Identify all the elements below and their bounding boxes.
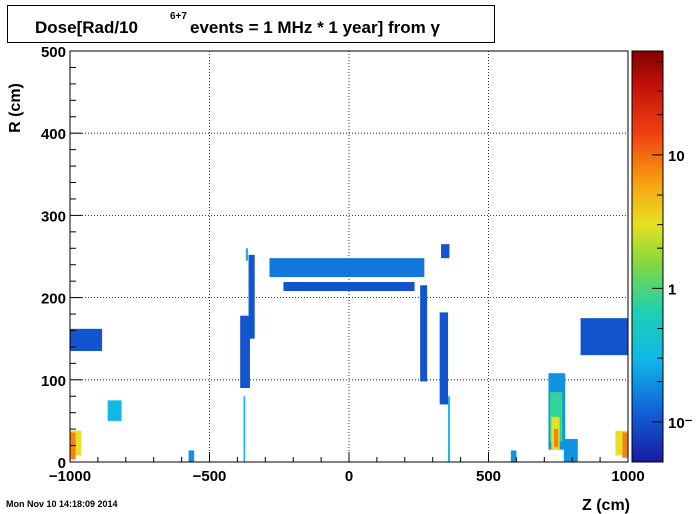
x-tick-label: 0 (345, 468, 353, 485)
y-tick-labels: 0 100 200 300 400 500 (41, 44, 66, 472)
dose-cell (580, 318, 628, 356)
timestamp: Mon Nov 10 14:18:09 2014 (6, 499, 118, 509)
dose-cell (107, 400, 122, 421)
axis-ticks (69, 50, 629, 463)
y-tick-label: 0 (58, 455, 66, 472)
y-tick-label: 300 (41, 208, 66, 225)
dose-cell (439, 312, 449, 405)
x-axis-label: Z (cm) (582, 497, 630, 514)
x-tick-label: 500 (476, 468, 501, 485)
chart-title-main: Dose[Rad/10 (35, 18, 138, 37)
colorbar-label: 10⁻ (668, 415, 693, 432)
dose-cell (188, 450, 195, 462)
y-tick-label: 100 (41, 373, 66, 390)
dose-cell (563, 438, 578, 462)
dose-cell (448, 396, 450, 462)
x-tick-label: −1000 (49, 468, 91, 485)
colorbar (631, 50, 664, 463)
dose-cell (245, 248, 249, 261)
colorbar-label: 10 (668, 148, 685, 165)
dose-cell (248, 254, 255, 339)
y-tick-label: 200 (41, 291, 66, 308)
dose-cell (622, 432, 628, 458)
dose-cell (554, 429, 559, 448)
dose-cell (441, 244, 450, 259)
plot-frame (69, 50, 629, 463)
x-tick-label: 1000 (611, 468, 644, 485)
dose-cell (510, 450, 517, 462)
dose-cell (269, 258, 425, 278)
x-tick-label: −500 (193, 468, 227, 485)
grid-lines (70, 51, 628, 462)
chart-title-rest: events = 1 MHz * 1 year] from γ (190, 18, 440, 37)
y-axis-label: R (cm) (7, 83, 24, 133)
dose-cell (420, 285, 428, 382)
colorbar-label: 1 (668, 281, 676, 298)
y-tick-label: 500 (41, 44, 66, 61)
chart-title: Dose[Rad/10 6+7 events = 1 MHz * 1 year]… (7, 5, 495, 43)
x-tick-labels: −1000 −500 0 500 1000 (49, 468, 645, 485)
dose-cell (70, 328, 103, 352)
dose-cell (283, 281, 415, 292)
dose-cell (243, 396, 246, 462)
chart-title-superscript: 6+7 (170, 11, 187, 22)
y-tick-label: 400 (41, 126, 66, 143)
dose-regions (70, 244, 628, 462)
colorbar-labels: 10 1 10⁻ (652, 61, 693, 432)
dose-cell (240, 315, 250, 389)
